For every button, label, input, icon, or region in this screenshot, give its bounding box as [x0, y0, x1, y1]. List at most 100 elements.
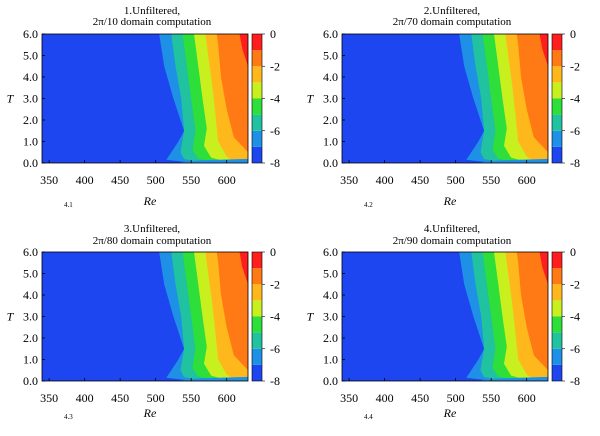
- colorbar-segment: [252, 364, 262, 381]
- colorbar: 0 -2 -4 -6 -8: [551, 245, 580, 388]
- colorbar-tick-label: -6: [270, 124, 280, 138]
- contour-base-strip: [175, 158, 248, 163]
- panel-title-line1: 4.Unfiltered,: [424, 223, 480, 235]
- colorbar-segment: [552, 284, 562, 301]
- y-axis-label: T: [7, 92, 15, 106]
- colorbar-segment: [552, 316, 562, 333]
- colorbar-segment: [252, 98, 262, 115]
- colorbar-tick-label: -4: [570, 310, 580, 324]
- x-tick-label: 500: [447, 173, 465, 187]
- x-tick-label: 350: [340, 391, 358, 405]
- colorbar-segment: [252, 34, 262, 51]
- y-tick-label: 1.0: [23, 353, 38, 367]
- colorbar: 0 -2 -4 -6 -8: [251, 27, 280, 170]
- y-tick-label: 3.0: [323, 92, 338, 106]
- contour-band-7: [239, 34, 248, 67]
- colorbar-segment: [252, 66, 262, 83]
- panel-title-line1: 1.Unfiltered,: [124, 5, 180, 17]
- contour-field: [342, 34, 548, 163]
- colorbar-segment: [552, 50, 562, 67]
- y-tick-label: 0.0: [323, 156, 338, 170]
- contour-band-6: [216, 34, 248, 153]
- colorbar-segment: [552, 332, 562, 349]
- y-tick-label: 2.0: [23, 331, 38, 345]
- contour-band-7: [539, 252, 548, 285]
- panel-title-line1: 3.Unfiltered,: [124, 223, 180, 235]
- colorbar-segment: [552, 98, 562, 115]
- colorbar-tick-label: -6: [270, 342, 280, 356]
- contour-band-6: [516, 34, 548, 153]
- y-tick-label: 6.0: [23, 245, 38, 259]
- x-tick-label: 600: [218, 173, 236, 187]
- x-tick-label: 450: [411, 391, 429, 405]
- y-tick-label: 5.0: [23, 267, 38, 281]
- x-tick-label: 500: [447, 391, 465, 405]
- x-tick-label: 400: [376, 173, 394, 187]
- contour-base-strip: [475, 158, 548, 163]
- x-tick-label: 550: [182, 391, 200, 405]
- x-tick-label: 500: [147, 173, 165, 187]
- colorbar-tick-label: 0: [570, 27, 576, 41]
- colorbar-segment: [552, 348, 562, 365]
- y-tick-label: 3.0: [23, 92, 38, 106]
- x-axis-label: Re: [143, 406, 157, 420]
- x-axis-label: Re: [443, 406, 457, 420]
- panel-sublabel: 4.4: [364, 413, 373, 421]
- colorbar-tick-label: -4: [270, 92, 280, 106]
- colorbar-segment: [552, 252, 562, 269]
- y-axis-label: T: [7, 310, 15, 324]
- x-tick-label: 400: [76, 391, 94, 405]
- colorbar-tick-label: -2: [570, 59, 580, 73]
- contour-field: [42, 252, 248, 381]
- x-tick-label: 450: [111, 391, 129, 405]
- colorbar-tick-label: -8: [570, 374, 580, 388]
- colorbar-segment: [252, 252, 262, 269]
- colorbar-tick-label: -6: [570, 342, 580, 356]
- x-tick-label: 450: [411, 173, 429, 187]
- y-tick-label: 4.0: [323, 70, 338, 84]
- colorbar-tick-label: -6: [570, 124, 580, 138]
- colorbar-segment: [552, 66, 562, 83]
- y-tick-label: 3.0: [323, 310, 338, 324]
- x-tick-label: 600: [518, 173, 536, 187]
- colorbar-segment: [252, 114, 262, 131]
- y-tick-label: 1.0: [23, 135, 38, 149]
- colorbar-tick-label: -8: [270, 374, 280, 388]
- subplot-2: 0.0 1.0 2.0 3.0 4.0 5.0 6.0 350 400 450 500 550 600 T…: [307, 5, 580, 209]
- x-tick-label: 600: [218, 391, 236, 405]
- colorbar-tick-label: -8: [570, 156, 580, 170]
- colorbar-tick-label: -4: [570, 92, 580, 106]
- x-tick-label: 600: [518, 391, 536, 405]
- colorbar-segment: [252, 300, 262, 317]
- contour-base-strip: [175, 376, 248, 381]
- y-axis-label: T: [307, 310, 315, 324]
- x-tick-label: 550: [182, 173, 200, 187]
- colorbar-tick-label: 0: [570, 245, 576, 259]
- panel-title-line1: 2.Unfiltered,: [424, 5, 480, 17]
- x-tick-label: 350: [40, 391, 58, 405]
- contour-band-6: [516, 252, 548, 371]
- contour-field: [342, 252, 548, 381]
- colorbar: 0 -2 -4 -6 -8: [551, 27, 580, 170]
- x-tick-label: 550: [482, 173, 500, 187]
- y-tick-label: 4.0: [23, 70, 38, 84]
- colorbar-segment: [552, 34, 562, 51]
- colorbar-segment: [552, 146, 562, 163]
- contour-band-6: [216, 252, 248, 371]
- colorbar-segment: [252, 146, 262, 163]
- x-tick-label: 400: [376, 391, 394, 405]
- colorbar-segment: [252, 268, 262, 285]
- colorbar-segment: [252, 348, 262, 365]
- x-tick-label: 550: [482, 391, 500, 405]
- panel-sublabel: 4.1: [64, 201, 73, 209]
- colorbar-tick-label: 0: [270, 245, 276, 259]
- colorbar-segment: [252, 130, 262, 147]
- x-axis-label: Re: [143, 194, 157, 208]
- x-axis-label: Re: [443, 194, 457, 208]
- colorbar-segment: [552, 364, 562, 381]
- contour-base-strip: [475, 376, 548, 381]
- colorbar-segment: [552, 130, 562, 147]
- y-tick-label: 0.0: [323, 374, 338, 388]
